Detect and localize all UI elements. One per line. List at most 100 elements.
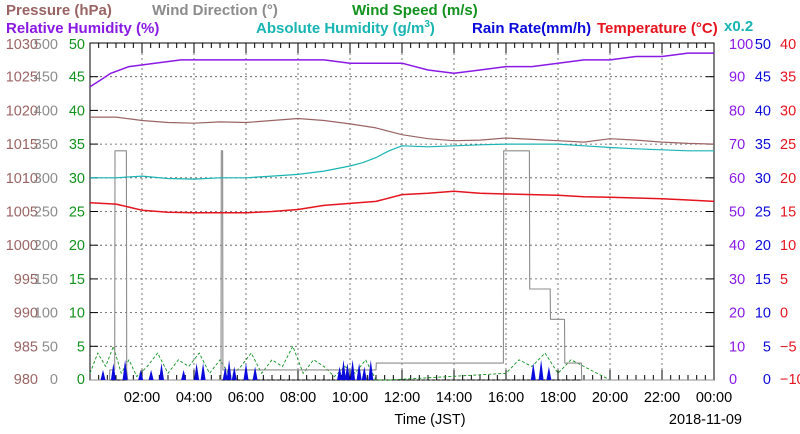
y-tick-label-pressure: 1030 bbox=[6, 37, 38, 53]
y-tick-label-wind-direction: 450 bbox=[34, 70, 58, 86]
y-tick-label-rain-rate: 5 bbox=[763, 339, 771, 355]
series-pressure bbox=[90, 116, 715, 145]
y-tick-label-rain-rate: 35 bbox=[755, 137, 771, 153]
y-tick-label-rain-rate: 0 bbox=[763, 372, 771, 388]
y-tick-label-temperature: 10 bbox=[780, 238, 796, 254]
legend-absolute-humidity-close: ) bbox=[430, 20, 435, 37]
series-wind-speed bbox=[89, 345, 714, 381]
y-tick-label-temperature: −10 bbox=[780, 372, 800, 388]
y-tick-label-temperature: 15 bbox=[780, 205, 796, 221]
x-tick-label: 00:00 bbox=[696, 390, 732, 406]
y-tick-label-temperature: 35 bbox=[780, 70, 796, 86]
y-tick-label-rain-rate: 10 bbox=[755, 306, 771, 322]
series-temperature bbox=[89, 190, 715, 214]
legend-absolute-humidity-sup: 3 bbox=[424, 19, 430, 30]
x-tick-label: 16:00 bbox=[488, 390, 524, 406]
y-tick-label-temperature: 20 bbox=[780, 171, 796, 187]
y-tick-label-relative-humidity: 40 bbox=[729, 238, 745, 254]
x-axis-labels: 02:00 04:00 06:00 08:00 10:00 12:00 14:00 16:00… bbox=[124, 390, 732, 406]
y-tick-label-temperature: 25 bbox=[780, 137, 796, 153]
legend-wind-speed: Wind Speed (m/s) bbox=[352, 2, 478, 19]
x-tick-label: 22:00 bbox=[644, 390, 680, 406]
y-tick-label-relative-humidity: 30 bbox=[729, 272, 745, 288]
y-tick-label-temperature: 5 bbox=[780, 272, 788, 288]
x-tick-label: 10:00 bbox=[332, 390, 368, 406]
rain-rate-spike bbox=[181, 369, 187, 380]
rain-rate-spike bbox=[538, 359, 544, 380]
series-absolute-humidity bbox=[90, 143, 714, 180]
y-tick-label-pressure: 1005 bbox=[6, 205, 38, 221]
rain-rate-spike bbox=[361, 366, 367, 380]
legend-absolute-humidity-main: Absolute Humidity (g/m bbox=[256, 20, 424, 37]
y-tick-label-pressure: 990 bbox=[14, 306, 38, 322]
legend-wind-direction: Wind Direction (°) bbox=[152, 2, 278, 19]
y-tick-label-rain-rate: 25 bbox=[755, 205, 771, 221]
x-tick-label: 12:00 bbox=[384, 390, 420, 406]
y-tick-label-wind-speed: 0 bbox=[77, 372, 85, 388]
rain-rate-spike bbox=[350, 359, 356, 380]
y-tick-label-rain-rate: 30 bbox=[755, 171, 771, 187]
y-tick-label-wind-speed: 45 bbox=[69, 70, 85, 86]
y-tick-label-pressure: 1020 bbox=[6, 103, 38, 119]
y-tick-label-relative-humidity: 90 bbox=[729, 70, 745, 86]
y-tick-label-wind-speed: 15 bbox=[69, 272, 85, 288]
y-tick-label-relative-humidity: 100 bbox=[729, 37, 753, 53]
x-tick-label: 06:00 bbox=[228, 390, 264, 406]
y-tick-label-rain-rate: 15 bbox=[755, 272, 771, 288]
y-tick-label-wind-direction: 150 bbox=[34, 272, 58, 288]
rain-rate-spike bbox=[110, 363, 116, 380]
rain-rate-spike bbox=[368, 359, 374, 380]
y-tick-label-wind-speed: 35 bbox=[69, 137, 85, 153]
x-tick-label: 04:00 bbox=[176, 390, 212, 406]
y-tick-label-wind-direction: 300 bbox=[34, 171, 58, 187]
legend-relative-humidity: Relative Humidity (%) bbox=[6, 20, 159, 37]
rain-rate-spike bbox=[194, 363, 200, 380]
chart-date: 2018-11-09 bbox=[669, 412, 742, 428]
rain-rate-spike bbox=[546, 366, 552, 380]
rain-rate-spike bbox=[344, 363, 350, 380]
series-rain-rate bbox=[100, 359, 552, 380]
y-tick-label-pressure: 1025 bbox=[6, 70, 38, 86]
y-tick-label-rain-rate: 40 bbox=[755, 103, 771, 119]
y-tick-label-pressure: 995 bbox=[14, 272, 38, 288]
y-tick-label-temperature: −5 bbox=[780, 339, 797, 355]
y-tick-label-rain-rate: 20 bbox=[755, 238, 771, 254]
x-tick-label: 08:00 bbox=[280, 390, 316, 406]
y-tick-label-rain-rate: 50 bbox=[755, 37, 771, 53]
y-tick-label-wind-direction: 350 bbox=[34, 137, 58, 153]
rain-rate-spike bbox=[243, 363, 249, 380]
y-tick-label-pressure: 1010 bbox=[6, 171, 38, 187]
y-tick-label-relative-humidity: 50 bbox=[729, 205, 745, 221]
rain-rate-spike bbox=[148, 369, 154, 380]
y-tick-label-wind-speed: 50 bbox=[69, 37, 85, 53]
legend-rain-rate: Rain Rate(mm/h) bbox=[472, 20, 591, 37]
y-tick-label-pressure: 985 bbox=[14, 339, 38, 355]
rain-rate-spike bbox=[138, 369, 144, 380]
y-tick-label-wind-speed: 20 bbox=[69, 238, 85, 254]
y-tick-label-wind-direction: 50 bbox=[42, 339, 58, 355]
y-tick-label-wind-speed: 30 bbox=[69, 171, 85, 187]
y-tick-label-temperature: 40 bbox=[780, 37, 796, 53]
y-tick-label-pressure: 1000 bbox=[6, 238, 38, 254]
rain-rate-spike bbox=[159, 363, 164, 380]
y-tick-label-wind-speed: 5 bbox=[77, 339, 85, 355]
y-tick-label-wind-speed: 40 bbox=[69, 103, 85, 119]
x-tick-label: 14:00 bbox=[436, 390, 472, 406]
grid bbox=[90, 43, 714, 381]
rain-rate-spike bbox=[226, 359, 232, 380]
series-wind-direction bbox=[90, 150, 714, 381]
y-tick-label-rain-rate: 45 bbox=[755, 70, 771, 86]
y-tick-label-relative-humidity: 10 bbox=[729, 339, 745, 355]
y-tick-label-wind-speed: 10 bbox=[69, 306, 85, 322]
rain-rate-spike bbox=[341, 359, 346, 380]
y-axis-labels: 1030102510201015101010051000995990985980… bbox=[6, 37, 800, 388]
rain-rate-spike bbox=[530, 363, 536, 380]
y-tick-label-relative-humidity: 20 bbox=[729, 306, 745, 322]
rain-rate-spike bbox=[356, 363, 362, 380]
y-tick-label-wind-speed: 25 bbox=[69, 205, 85, 221]
y-tick-label-wind-direction: 400 bbox=[34, 103, 58, 119]
y-tick-label-wind-direction: 100 bbox=[34, 306, 58, 322]
rain-rate-spike bbox=[122, 359, 128, 380]
y-tick-label-wind-direction: 500 bbox=[34, 37, 58, 53]
